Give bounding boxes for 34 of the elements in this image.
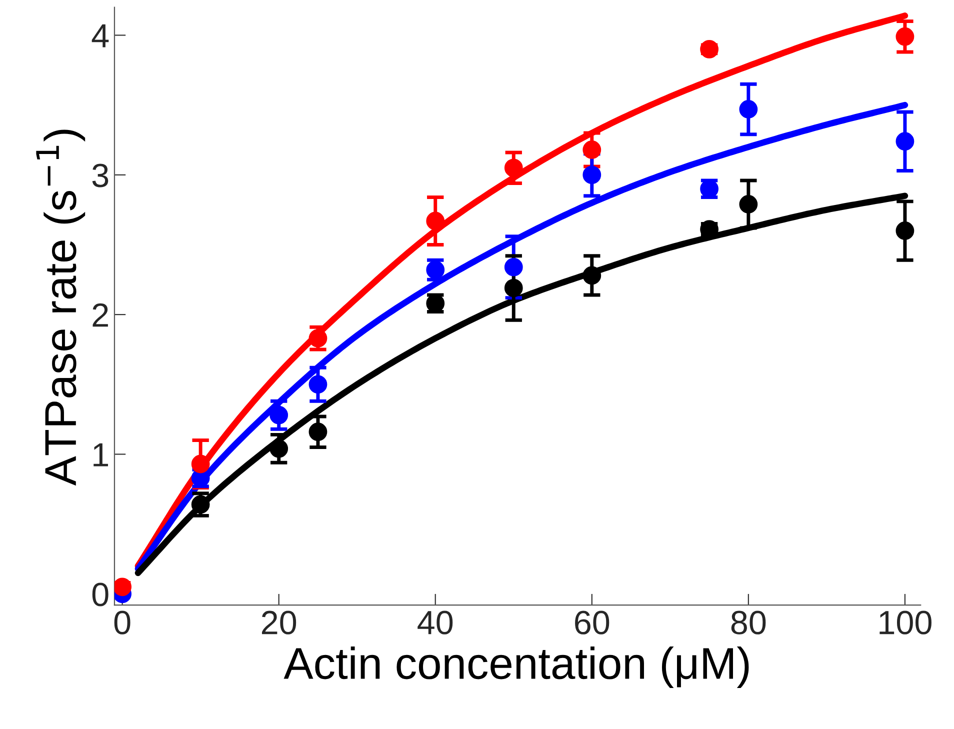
point	[896, 222, 914, 240]
point	[582, 266, 602, 285]
point	[700, 40, 718, 58]
y-tick-label: 3	[92, 164, 108, 188]
x-tick-label: 0	[114, 610, 130, 634]
point	[270, 439, 288, 458]
point	[308, 329, 328, 348]
point	[191, 495, 210, 514]
x-tick-label: 100	[880, 610, 932, 634]
x-axis-title: Actin concentation (μM)	[284, 646, 749, 688]
point	[270, 406, 288, 424]
x-tick-label: 80	[731, 610, 766, 634]
point	[308, 422, 328, 442]
y-tick-label: 1	[94, 443, 108, 466]
x-tick-label: 40	[418, 610, 453, 634]
point	[114, 578, 132, 596]
point	[308, 375, 328, 394]
point	[896, 132, 914, 151]
x-tick-label: 60	[575, 610, 610, 634]
point	[504, 278, 523, 298]
y-tick-label: 2	[92, 303, 108, 327]
y-tick-label: 0	[92, 582, 108, 606]
point	[191, 454, 210, 474]
point	[426, 212, 445, 230]
y-axis-title: ATPase rate (s$^{−1}$)	[36, 130, 86, 486]
point	[896, 27, 914, 46]
x-tick-label: 20	[262, 610, 296, 634]
point	[504, 258, 523, 276]
y-tick-label: 4	[92, 24, 109, 48]
point	[582, 140, 602, 159]
point	[739, 195, 758, 214]
point	[739, 100, 758, 118]
point	[504, 158, 523, 178]
point	[582, 166, 602, 184]
